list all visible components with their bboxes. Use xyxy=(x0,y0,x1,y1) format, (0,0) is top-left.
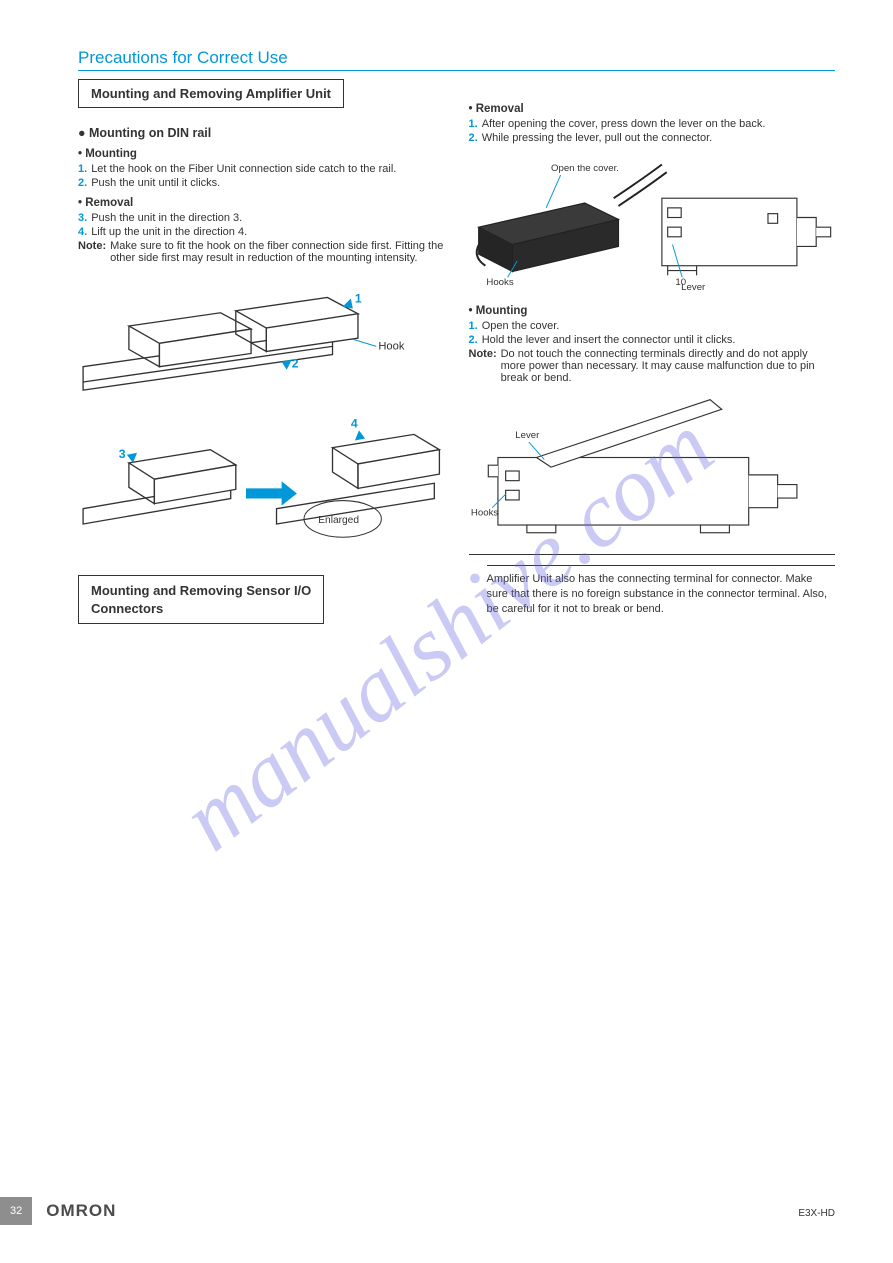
mount-step-1-text: Let the hook on the Fiber Unit connectio… xyxy=(91,163,396,175)
conn-sub-mounting: • Mounting xyxy=(469,305,836,317)
conn-mount-step-1-num: 1. xyxy=(469,320,478,332)
section-title: Precautions for Correct Use xyxy=(78,48,835,71)
conn-mount-step-1: 1. Open the cover. xyxy=(469,320,836,332)
fig3-hooks-label: Hooks xyxy=(486,277,513,288)
mount-step-2-text: Push the unit until it clicks. xyxy=(91,177,220,189)
svg-text:3: 3 xyxy=(119,447,126,461)
fig3-ten-label: 10 xyxy=(675,277,686,288)
conn-mount-step-1-text: Open the cover. xyxy=(482,320,560,332)
page-number: 32 xyxy=(0,1197,32,1225)
din-note: Note: Make sure to fit the hook on the f… xyxy=(78,240,445,264)
conn-sub-removal: • Removal xyxy=(469,103,836,115)
remove-step-3-num: 3. xyxy=(78,212,87,224)
right-column: • Removal 1. After opening the cover, pr… xyxy=(469,79,836,632)
mount-step-2: 2. Push the unit until it clicks. xyxy=(78,177,445,189)
figure-din-mount: 2 1 Hook xyxy=(78,270,445,402)
conn-remove-step-2: 2. While pressing the lever, pull out th… xyxy=(469,132,836,144)
svg-text:2: 2 xyxy=(292,357,299,371)
footer-code: E3X-HD xyxy=(798,1208,835,1219)
mount-step-2-num: 2. xyxy=(78,177,87,189)
fig3-open-label: Open the cover. xyxy=(550,163,618,174)
main-columns: Mounting and Removing Amplifier Unit ● M… xyxy=(78,79,835,632)
conn-mount-note-label: Note: xyxy=(469,348,497,384)
amplifier-note-text: Amplifier Unit also has the connecting t… xyxy=(487,565,836,617)
divider-line xyxy=(469,554,836,555)
din-note-label: Note: xyxy=(78,240,106,264)
footer-left: 32 OMRON xyxy=(0,1197,116,1225)
remove-step-3: 3. Push the unit in the direction 3. xyxy=(78,212,445,224)
heading-box-1: Mounting and Removing Amplifier Unit xyxy=(78,79,344,108)
conn-remove-step-2-text: While pressing the lever, pull out the c… xyxy=(482,132,713,144)
sub-removal: • Removal xyxy=(78,197,445,209)
conn-mount-step-2-text: Hold the lever and insert the connector … xyxy=(482,334,736,346)
figure-connector-mounting: Lever Hooks xyxy=(469,390,836,544)
conn-remove-step-1: 1. After opening the cover, press down t… xyxy=(469,118,836,130)
svg-text:1: 1 xyxy=(355,292,362,306)
conn-mount-step-2-num: 2. xyxy=(469,334,478,346)
bullet-mounting-din: ● Mounting on DIN rail xyxy=(78,126,445,140)
sub-mounting: • Mounting xyxy=(78,148,445,160)
conn-mount-note-text: Do not touch the connecting terminals di… xyxy=(501,348,835,384)
svg-text:4: 4 xyxy=(351,417,358,431)
figure-connector-removal: Open the cover. Hooks Lever xyxy=(469,150,836,295)
fig1-hook-label: Hook xyxy=(378,340,405,352)
mount-step-1-num: 1. xyxy=(78,163,87,175)
heading-box-2: Mounting and Removing Sensor I/O Connect… xyxy=(78,575,324,624)
remove-step-4: 4. Lift up the unit in the direction 4. xyxy=(78,226,445,238)
mount-step-1: 1. Let the hook on the Fiber Unit connec… xyxy=(78,163,445,175)
fig4-hooks-label: Hooks xyxy=(470,507,497,518)
heading2-line1: Mounting and Removing Sensor I/O xyxy=(91,583,311,598)
figure-din-remove: 3 4 Enlarged xyxy=(78,412,445,565)
fig2-enlarged-label: Enlarged xyxy=(318,515,359,526)
left-column: Mounting and Removing Amplifier Unit ● M… xyxy=(78,79,445,632)
remove-step-4-text: Lift up the unit in the direction 4. xyxy=(91,226,247,238)
omron-logo: OMRON xyxy=(46,1201,116,1221)
heading2-line2: Connectors xyxy=(91,601,163,616)
remove-step-3-text: Push the unit in the direction 3. xyxy=(91,212,242,224)
remove-step-4-num: 4. xyxy=(78,226,87,238)
conn-remove-step-2-num: 2. xyxy=(469,132,478,144)
fig4-lever-label: Lever xyxy=(515,430,540,441)
conn-remove-step-1-text: After opening the cover, press down the … xyxy=(482,118,766,130)
conn-mount-note: Note: Do not touch the connecting termin… xyxy=(469,348,836,384)
conn-mount-step-2: 2. Hold the lever and insert the connect… xyxy=(469,334,836,346)
din-note-text: Make sure to fit the hook on the fiber c… xyxy=(110,240,444,264)
conn-remove-step-1-num: 1. xyxy=(469,118,478,130)
